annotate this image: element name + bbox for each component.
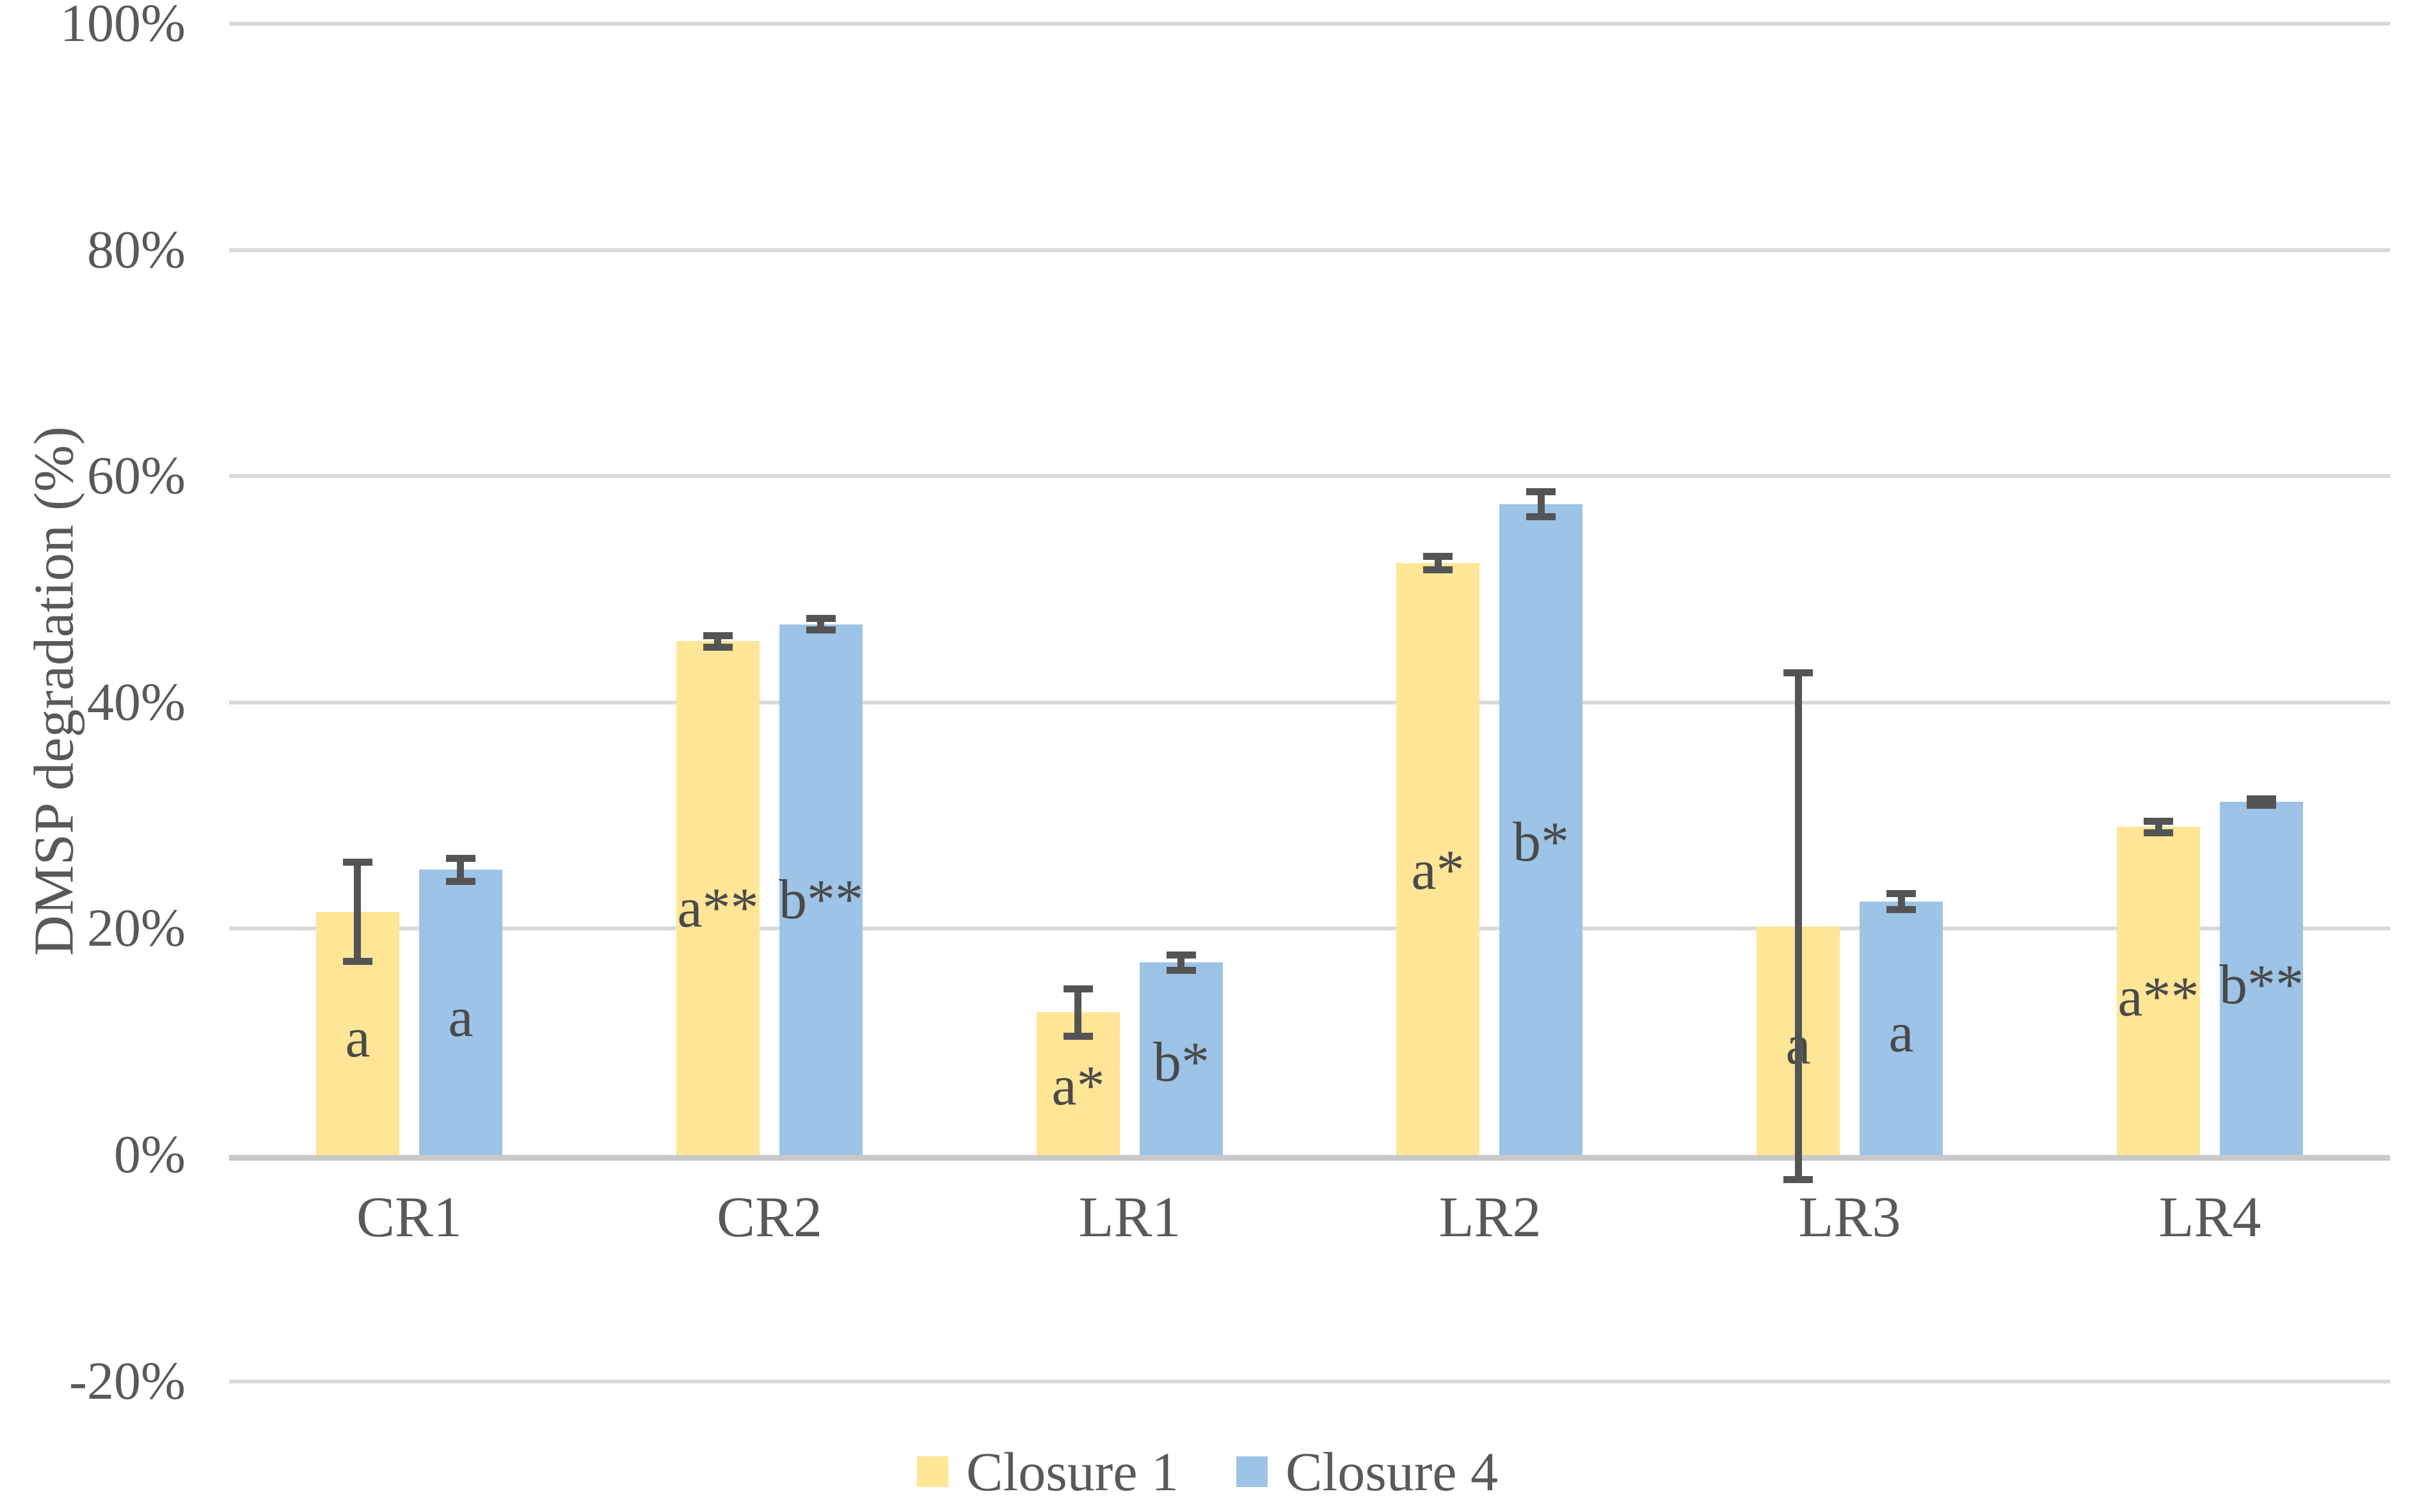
bar-closure-4-lr3: a — [1860, 902, 1943, 1155]
bar-closure-4-cr2: b** — [779, 625, 863, 1155]
significance-label-closure-4-cr2: b** — [779, 869, 863, 932]
error-bar-top-cap-closure-1-cr1 — [343, 859, 372, 866]
error-bar-closure-4-lr3 — [1898, 894, 1905, 910]
error-bar-bottom-cap-closure-1-cr1 — [343, 958, 372, 965]
error-bar-closure-1-cr2 — [714, 635, 721, 647]
error-bar-bottom-cap-closure-4-lr1 — [1167, 967, 1196, 974]
error-bar-top-cap-closure-4-cr2 — [806, 615, 836, 622]
gridline-60 — [229, 474, 2390, 478]
error-bar-top-cap-closure-4-lr3 — [1886, 890, 1916, 897]
gridline-100 — [229, 22, 2390, 26]
significance-label-closure-4-lr4: b** — [2219, 954, 2304, 1017]
error-bar-top-cap-closure-4-lr4 — [2247, 795, 2276, 802]
gridline-20 — [229, 927, 2390, 930]
x-category-label-lr4: LR4 — [2158, 1186, 2261, 1249]
error-bar-bottom-cap-closure-1-cr2 — [703, 644, 733, 651]
error-bar-top-cap-closure-4-lr2 — [1526, 488, 1556, 495]
gridline-80 — [229, 248, 2390, 252]
bar-closure-4-cr1: a — [419, 870, 502, 1155]
x-category-label-lr1: LR1 — [1078, 1186, 1181, 1249]
significance-label-closure-1-lr1: a* — [1051, 1054, 1105, 1117]
gridline-40 — [229, 701, 2390, 704]
significance-label-closure-4-lr2: b* — [1513, 811, 1569, 873]
significance-label-closure-1-cr2: a** — [677, 877, 759, 939]
legend-label-closure-4: Closure 4 — [1286, 1441, 1499, 1502]
error-bar-bottom-cap-closure-1-lr1 — [1064, 1033, 1093, 1040]
error-bar-top-cap-closure-4-cr1 — [446, 855, 475, 862]
bar-closure-1-cr2: a** — [676, 641, 760, 1155]
significance-label-closure-1-lr4: a** — [2117, 966, 2199, 1028]
error-bar-closure-1-lr4 — [2155, 821, 2162, 832]
y-tick-label--20: -20% — [69, 1351, 186, 1411]
error-bar-bottom-cap-closure-4-cr2 — [806, 626, 836, 633]
error-bar-closure-1-cr1 — [354, 862, 361, 962]
legend-swatch-closure-4 — [1236, 1456, 1268, 1487]
x-category-label-cr1: CR1 — [356, 1186, 463, 1249]
x-category-label-cr2: CR2 — [716, 1186, 823, 1249]
legend-swatch-closure-1 — [916, 1456, 948, 1487]
significance-label-closure-1-lr2: a* — [1411, 840, 1465, 902]
y-tick-label-80: 80% — [87, 220, 186, 280]
legend-item-closure-4: Closure 4 — [1236, 1440, 1498, 1504]
significance-label-closure-4-cr1: a — [448, 986, 474, 1049]
y-tick-label-40: 40% — [87, 672, 186, 732]
error-bar-closure-1-lr1 — [1074, 989, 1081, 1036]
error-bar-top-cap-closure-1-lr1 — [1064, 985, 1093, 992]
legend-label-closure-1: Closure 1 — [966, 1441, 1179, 1502]
gridline--20 — [229, 1380, 2390, 1383]
bar-closure-4-lr1: b* — [1140, 962, 1223, 1155]
error-bar-bottom-cap-closure-4-lr4 — [2247, 802, 2276, 809]
significance-label-closure-4-lr3: a — [1888, 1001, 1914, 1064]
x-category-label-lr3: LR3 — [1798, 1186, 1901, 1249]
y-tick-label-60: 60% — [87, 446, 186, 505]
x-axis-line — [229, 1155, 2390, 1161]
error-bar-top-cap-closure-4-lr1 — [1167, 951, 1196, 959]
error-bar-bottom-cap-closure-1-lr4 — [2144, 829, 2173, 836]
bar-closure-4-lr4: b** — [2219, 802, 2304, 1155]
error-bar-bottom-cap-closure-4-lr2 — [1526, 513, 1556, 520]
error-bar-bottom-cap-closure-4-lr3 — [1886, 906, 1916, 913]
error-bar-closure-4-cr1 — [457, 859, 464, 881]
error-bar-bottom-cap-closure-4-cr1 — [446, 878, 475, 885]
x-category-label-lr2: LR2 — [1439, 1186, 1542, 1249]
y-tick-label-100: 100% — [60, 0, 186, 53]
legend: Closure 1 Closure 4 — [0, 1433, 2415, 1510]
error-bar-top-cap-closure-1-lr3 — [1783, 669, 1813, 676]
legend-item-closure-1: Closure 1 — [916, 1440, 1179, 1504]
significance-label-closure-4-lr1: b* — [1153, 1031, 1209, 1094]
error-bar-closure-1-lr2 — [1435, 557, 1442, 570]
y-tick-label-0: 0% — [114, 1125, 186, 1184]
error-bar-closure-4-lr1 — [1177, 955, 1184, 971]
error-bar-top-cap-closure-1-lr2 — [1423, 553, 1453, 560]
error-bar-bottom-cap-closure-1-lr2 — [1423, 566, 1453, 573]
error-bar-top-cap-closure-1-lr4 — [2144, 818, 2173, 825]
error-bar-closure-4-lr2 — [1538, 492, 1545, 517]
bar-closure-4-lr2: b* — [1499, 504, 1582, 1155]
significance-label-closure-1-cr1: a — [345, 1007, 371, 1069]
error-bar-closure-4-cr2 — [817, 619, 824, 630]
bar-closure-1-lr2: a* — [1396, 563, 1479, 1155]
error-bar-closure-1-lr3 — [1795, 673, 1802, 1180]
bar-closure-1-lr4: a** — [2117, 827, 2200, 1155]
error-bar-bottom-cap-closure-1-lr3 — [1783, 1176, 1813, 1183]
y-axis-title: DMSP degradation (%) — [23, 426, 86, 956]
y-tick-label-20: 20% — [87, 898, 186, 958]
bar-closure-1-cr1: a — [316, 912, 399, 1155]
error-bar-top-cap-closure-1-cr2 — [703, 632, 733, 639]
